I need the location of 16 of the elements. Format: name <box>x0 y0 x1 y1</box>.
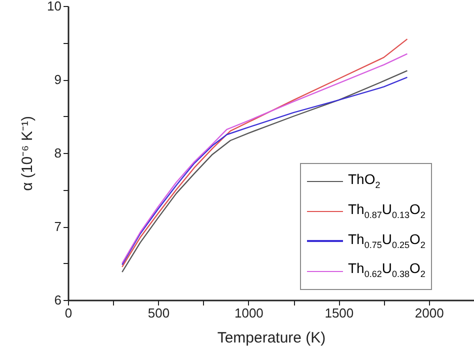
legend-label: Th$_{0.75}$U$_{0.25}$O$_{2}$ <box>348 230 426 252</box>
y-tick-label: 9 <box>54 72 62 87</box>
y-tick-label: 7 <box>54 219 62 234</box>
x-tick-label: 1000 <box>234 306 264 320</box>
y-tick-label: 8 <box>54 146 62 160</box>
x-tick-label: 0 <box>64 306 72 320</box>
y-tick-label: 6 <box>54 292 62 308</box>
x-tick-label: 500 <box>148 306 170 320</box>
y-tick-label: 10 <box>47 0 62 14</box>
x-tick-label: 1500 <box>324 306 354 320</box>
y-axis-title: α (10⁻⁶ K⁻¹) <box>19 116 36 191</box>
legend-label: ThO$_{2}$ <box>348 170 380 192</box>
legend-label: Th$_{0.87}$U$_{0.13}$O$_{2}$ <box>348 200 426 222</box>
legend-label: Th$_{0.62}$U$_{0.38}$O$_{2}$ <box>348 259 426 282</box>
x-tick-label: 2000 <box>414 306 444 320</box>
x-axis-title: Temperature (K) <box>217 330 326 346</box>
